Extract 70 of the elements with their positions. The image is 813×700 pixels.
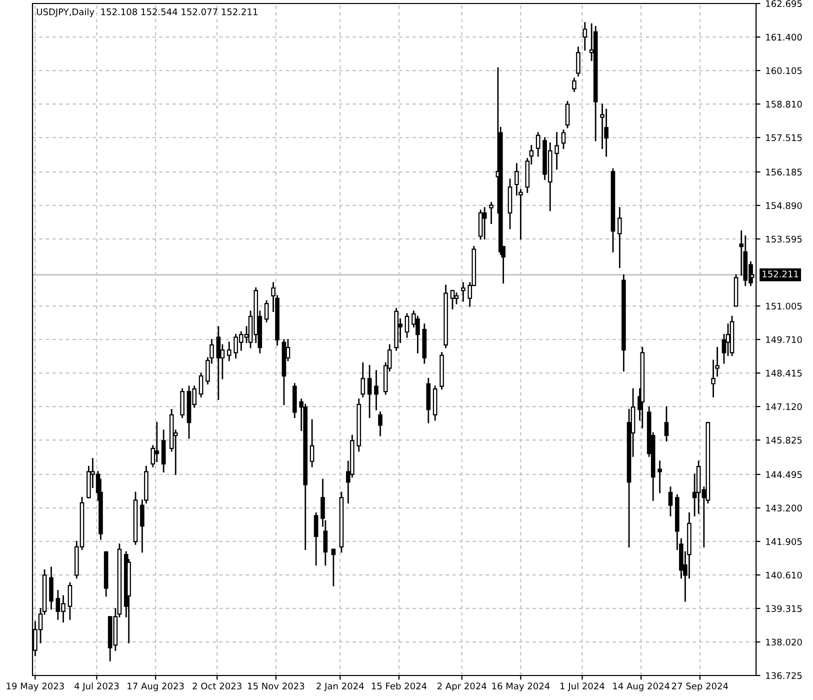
candlestick bbox=[180, 388, 184, 418]
candlestick bbox=[454, 292, 459, 304]
candlestick bbox=[198, 372, 204, 398]
candlestick bbox=[478, 210, 483, 240]
candlestick bbox=[404, 313, 410, 338]
candlestick bbox=[374, 370, 378, 410]
x-tick-label: 2 Oct 2023 bbox=[192, 682, 242, 690]
x-tick-label: 14 Aug 2024 bbox=[613, 682, 670, 692]
y-tick-label: 151.005 bbox=[766, 302, 802, 310]
candlestick bbox=[68, 582, 72, 620]
candlestick bbox=[658, 460, 662, 494]
x-tick-label: 1 Jul 2024 bbox=[560, 682, 604, 692]
candlestick bbox=[561, 129, 566, 149]
x-tick-label: 15 Nov 2023 bbox=[248, 682, 304, 690]
candlestick bbox=[450, 290, 455, 310]
x-tick-label: 4 Jul 2023 bbox=[74, 682, 119, 692]
y-tick-label: 149.710 bbox=[766, 336, 802, 344]
y-tick-label: 154.890 bbox=[766, 202, 802, 210]
y-tick-label: 140.610 bbox=[766, 572, 802, 579]
y-tick-label: 157.515 bbox=[766, 134, 802, 142]
y-tick-label: 162.695 bbox=[766, 0, 802, 8]
candlestick bbox=[216, 326, 221, 400]
candlestick bbox=[154, 422, 160, 462]
x-tick-label: 16 May 2024 bbox=[492, 682, 550, 692]
text: USDJPY,Daily 152.108 152.544 152.077 152.211 bbox=[36, 8, 258, 17]
candlestick bbox=[576, 46, 580, 77]
y-tick-label: 141.905 bbox=[766, 538, 802, 546]
y-tick-label: 158.810 bbox=[766, 100, 802, 108]
candlestick bbox=[711, 360, 716, 398]
candlestick bbox=[226, 342, 232, 362]
candlestick bbox=[536, 132, 540, 157]
candlestick bbox=[618, 207, 622, 268]
y-tick-label: 160.105 bbox=[766, 67, 802, 74]
x-tick-label: 2 Apr 2024 bbox=[437, 682, 486, 692]
y-tick-label: 139.315 bbox=[766, 605, 802, 612]
y-tick-label: 144.495 bbox=[766, 471, 802, 478]
x-tick-label: 17 Aug 2023 bbox=[128, 682, 184, 692]
candlestick bbox=[314, 512, 318, 566]
candlestick bbox=[554, 132, 559, 170]
candlestick bbox=[668, 486, 673, 516]
y-tick-label: 153.595 bbox=[766, 236, 802, 243]
y-tick-label: 143.200 bbox=[766, 504, 802, 512]
x-tick-label: 27 Sep 2024 bbox=[672, 682, 728, 692]
candlestick bbox=[489, 202, 494, 224]
candlestick bbox=[514, 163, 519, 196]
candlestick bbox=[367, 364, 372, 418]
x-tick-label: 19 May 2023 bbox=[6, 682, 64, 692]
y-tick-label: 161.400 bbox=[766, 34, 802, 41]
y-tick-label: 156.185 bbox=[766, 168, 802, 176]
candlestick bbox=[664, 406, 669, 442]
candlestick bbox=[310, 419, 314, 468]
y-tick-label: 148.415 bbox=[766, 370, 802, 377]
y-tick-label: 145.825 bbox=[766, 436, 802, 444]
x-tick-label: 2 Jan 2024 bbox=[316, 682, 364, 692]
candlestick bbox=[378, 412, 382, 436]
candlestick bbox=[360, 362, 366, 398]
candlestick bbox=[49, 566, 54, 610]
candlestick bbox=[572, 78, 576, 92]
candlestick bbox=[565, 101, 570, 128]
candlestick bbox=[161, 430, 166, 472]
candlestick bbox=[461, 282, 466, 302]
x-tick-label: 15 Feb 2024 bbox=[372, 682, 427, 690]
candlestick bbox=[482, 207, 487, 240]
y-tick-label: 147.120 bbox=[766, 403, 802, 410]
y-tick-label: 138.020 bbox=[766, 638, 802, 646]
candlestick bbox=[264, 300, 269, 322]
candlestick bbox=[331, 548, 336, 586]
y-tick-label: 136.725 bbox=[766, 672, 802, 680]
ref-line-label: 152.211 bbox=[762, 270, 798, 278]
candlestick bbox=[582, 22, 588, 51]
